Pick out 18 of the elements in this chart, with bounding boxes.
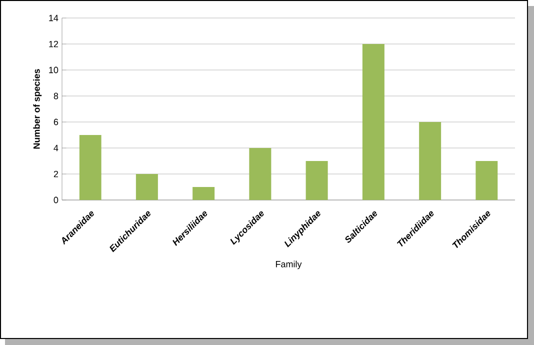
y-axis-title: Number of species xyxy=(33,69,42,149)
bar xyxy=(306,161,328,200)
y-tick-label: 4 xyxy=(54,144,58,152)
y-tick-label: 8 xyxy=(54,92,58,100)
bar xyxy=(419,122,442,200)
bar xyxy=(476,161,498,200)
y-tick-label: 12 xyxy=(49,40,58,48)
y-tick-label: 14 xyxy=(49,14,58,22)
x-axis-title: Family xyxy=(276,260,302,270)
bar xyxy=(192,187,215,200)
bar xyxy=(362,44,384,200)
bar xyxy=(249,148,272,200)
bar xyxy=(136,174,158,200)
y-tick-label: 10 xyxy=(49,66,58,74)
y-tick-label: 2 xyxy=(54,170,58,178)
y-tick-label: 0 xyxy=(54,196,58,204)
bar xyxy=(79,134,102,200)
y-tick-label: 6 xyxy=(54,118,58,126)
